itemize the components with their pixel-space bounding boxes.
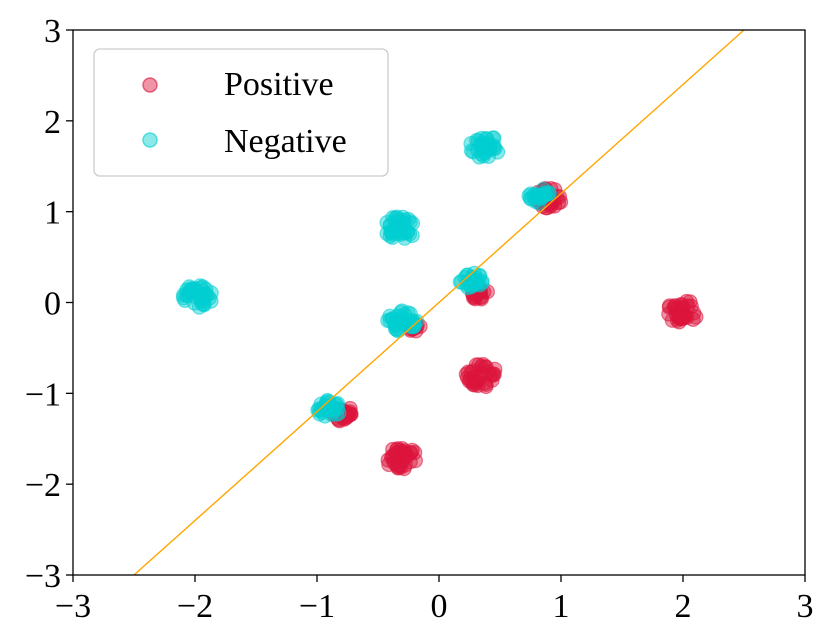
x-tick-label: −3 xyxy=(55,588,91,625)
point-positive xyxy=(402,445,418,461)
x-tick-label: 3 xyxy=(797,588,814,625)
x-tick-label: 2 xyxy=(675,588,692,625)
decision-line-layer xyxy=(133,29,745,576)
legend-marker-negative xyxy=(142,132,158,148)
y-tick-label: 0 xyxy=(44,286,61,323)
point-positive xyxy=(340,408,356,424)
y-tick-label: −1 xyxy=(25,376,61,413)
x-tick-label: −2 xyxy=(177,588,213,625)
point-negative xyxy=(474,273,490,289)
x-tick-label: 0 xyxy=(431,588,448,625)
point-negative xyxy=(198,281,214,297)
legend-marker-positive xyxy=(142,77,158,93)
y-tick-label: 3 xyxy=(44,13,61,50)
point-negative xyxy=(526,187,542,203)
y-tick-label: 1 xyxy=(44,195,61,232)
point-negative xyxy=(534,187,550,203)
point-negative xyxy=(312,402,328,418)
legend-label-positive: Positive xyxy=(224,66,334,103)
y-tick-label: 2 xyxy=(44,104,61,141)
x-tick-label: −1 xyxy=(299,588,335,625)
point-negative xyxy=(183,283,199,299)
y-tick-label: −2 xyxy=(25,467,61,504)
point-negative xyxy=(382,217,399,233)
points-layer xyxy=(175,130,704,477)
ticks-layer: −3 −2 −1 0 1 2 3 −3 −2 −1 0 1 2 3 xyxy=(25,13,814,625)
point-negative xyxy=(196,296,212,312)
point-negative xyxy=(470,133,486,149)
point-negative xyxy=(406,314,422,330)
point-negative xyxy=(391,214,407,230)
point-negative xyxy=(201,290,217,306)
legend-box xyxy=(93,48,389,177)
point-negative xyxy=(387,317,403,333)
point-positive xyxy=(668,301,685,317)
legend: Positive Negative xyxy=(93,48,389,177)
point-positive xyxy=(385,448,401,464)
legend-label-negative: Negative xyxy=(224,123,347,160)
point-negative xyxy=(328,397,344,413)
point-negative xyxy=(481,136,497,152)
point-positive xyxy=(467,369,483,386)
x-tick-label: 1 xyxy=(553,588,570,625)
decision-line xyxy=(133,29,745,576)
y-tick-label: −3 xyxy=(25,558,61,595)
point-negative xyxy=(393,304,409,320)
point-negative xyxy=(406,318,422,334)
